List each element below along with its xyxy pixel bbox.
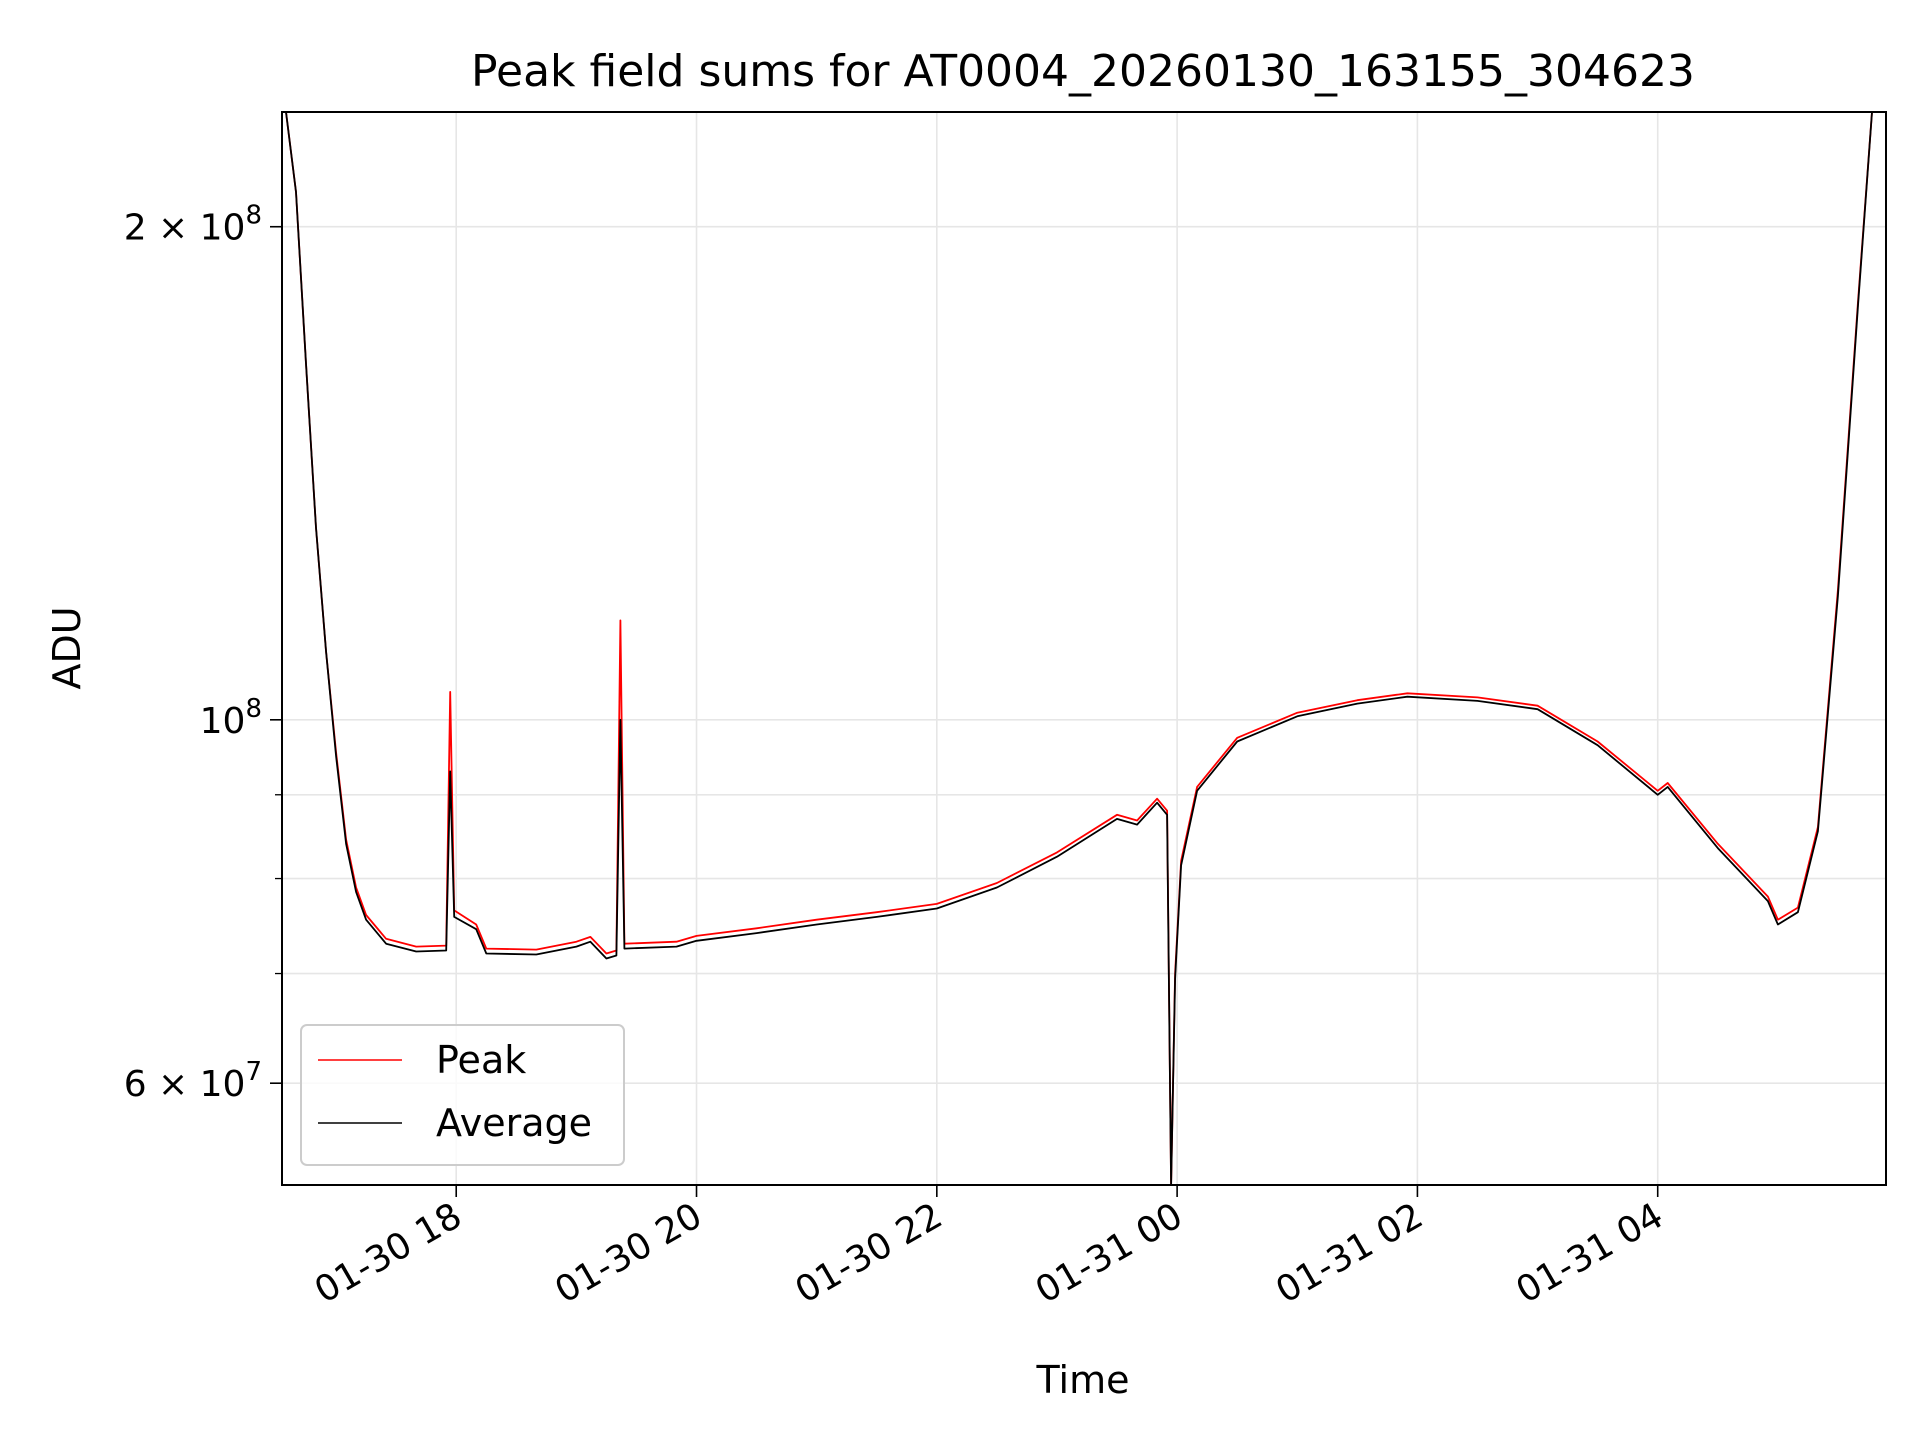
legend-label-average: Average xyxy=(436,1101,592,1145)
series-line-average xyxy=(285,112,1873,1185)
series-line-peak xyxy=(285,112,1873,1185)
legend: Peak Average xyxy=(300,1024,625,1166)
legend-label-peak: Peak xyxy=(436,1038,526,1082)
y-axis-label: ADU xyxy=(45,606,89,689)
series-layer xyxy=(285,112,1873,1185)
y-tick-label-0: 2 × 108 xyxy=(124,201,262,249)
chart-title: Peak field sums for AT0004_20260130_1631… xyxy=(471,46,1695,97)
x-axis-label: Time xyxy=(1036,1358,1130,1402)
y-tick-label-2: 6 × 107 xyxy=(124,1057,262,1105)
plot-frame xyxy=(281,111,1887,1186)
